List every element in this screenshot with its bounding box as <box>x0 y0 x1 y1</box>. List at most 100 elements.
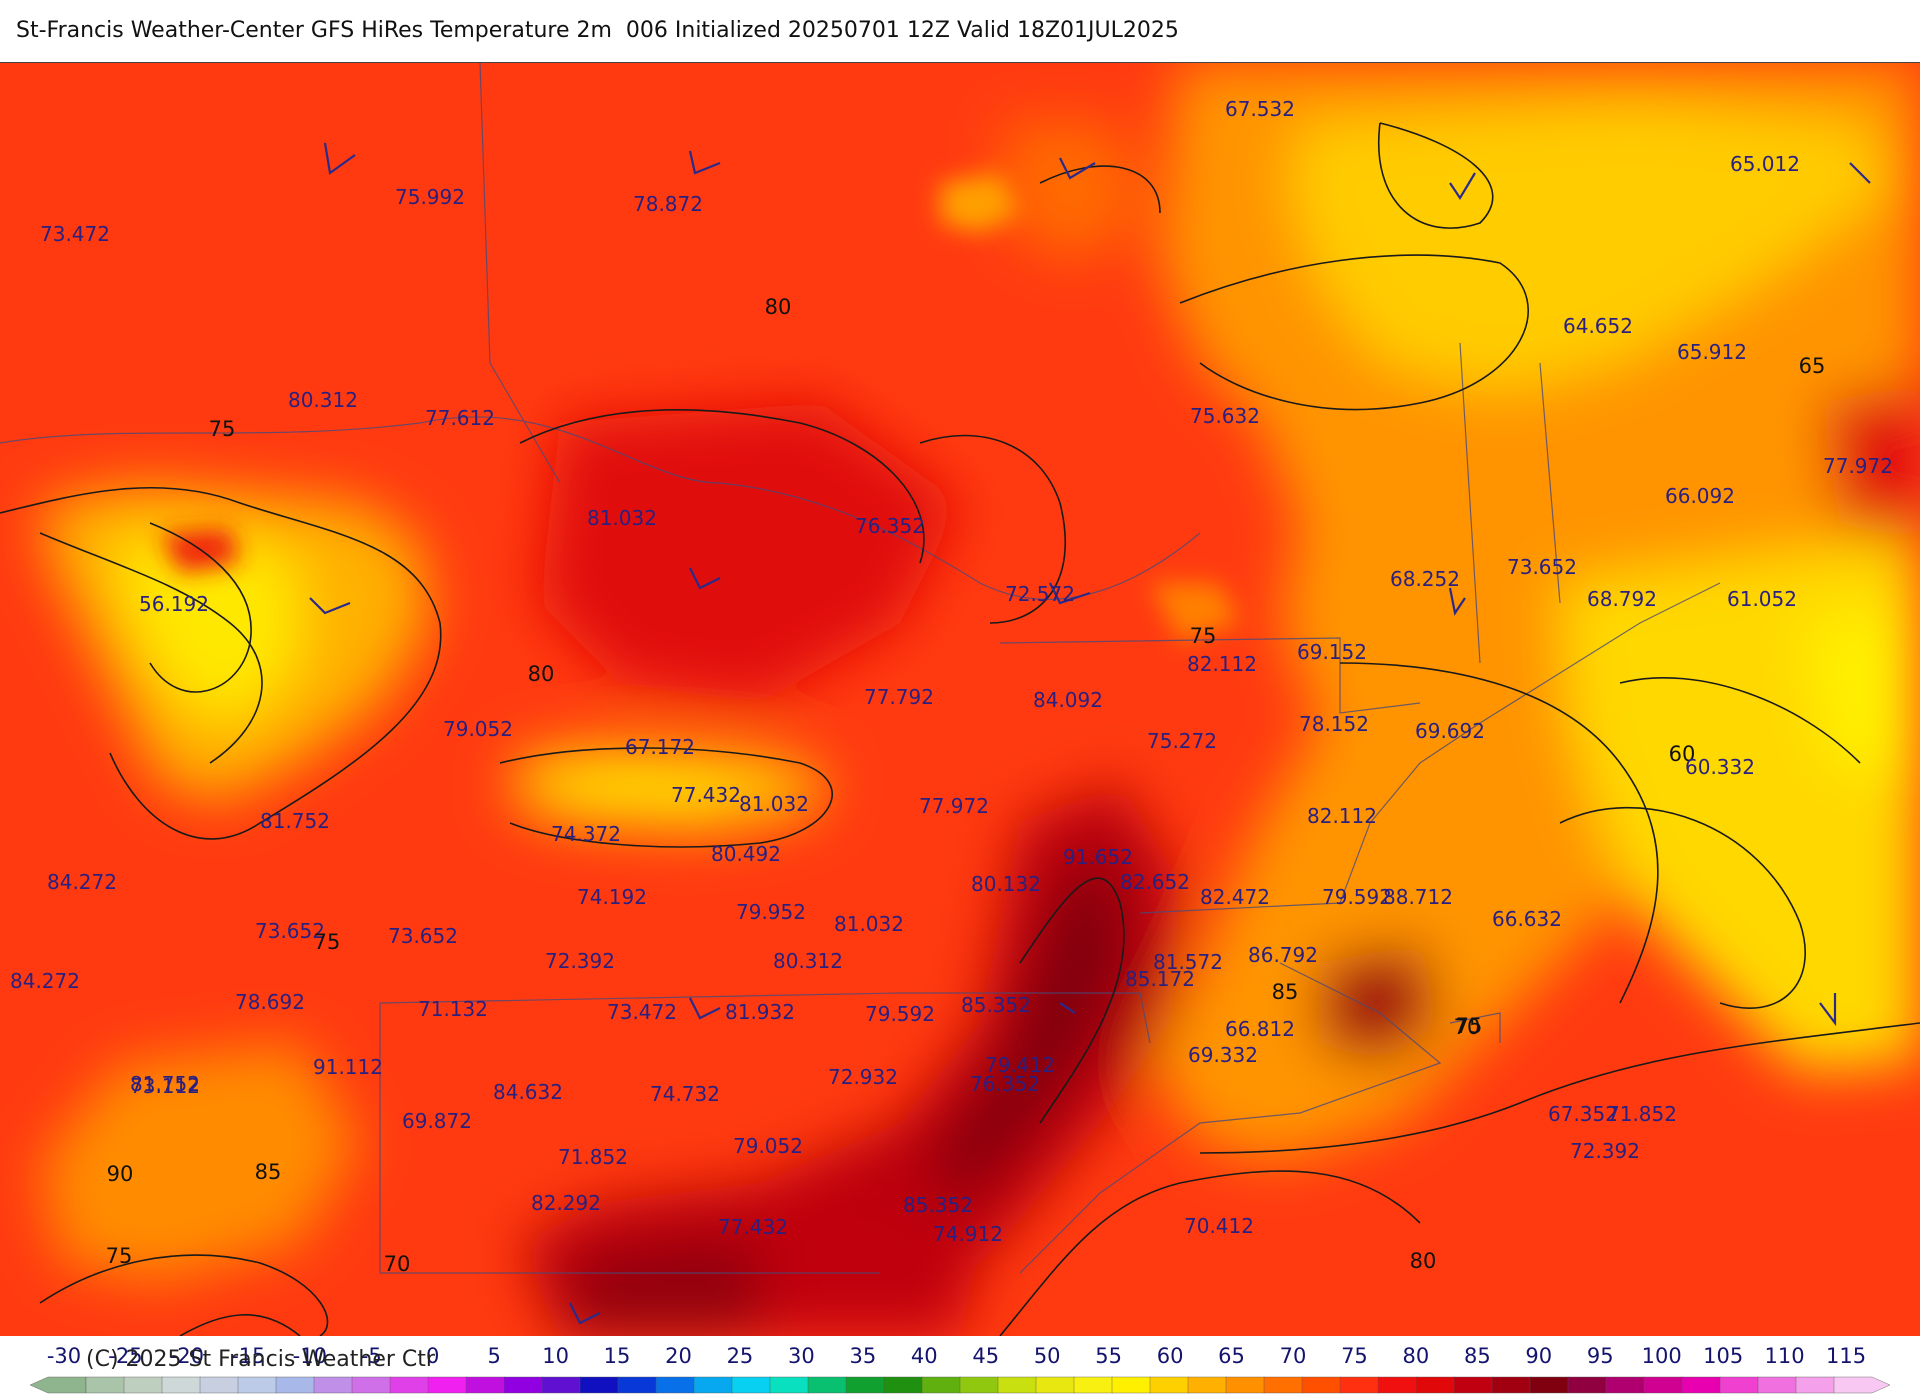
colorbar-bin <box>1035 1376 1075 1394</box>
grid-value-label: 71.852 <box>1607 1102 1677 1126</box>
grid-value-label: 78.872 <box>633 192 703 216</box>
grid-value-label: 77.612 <box>425 406 495 430</box>
grid-value-label: 74.912 <box>933 1222 1003 1246</box>
grid-value-label: 82.292 <box>531 1191 601 1215</box>
grid-value-label: 81.032 <box>739 792 809 816</box>
grid-value-label: 88.712 <box>1383 885 1453 909</box>
colorbar-bin <box>1833 1376 1890 1394</box>
grid-value-label: 66.092 <box>1665 484 1735 508</box>
map-labels: 73.472 75.992 78.872 67.532 65.012 80 64.652 65… <box>10 97 1893 1276</box>
colorbar-bin <box>1643 1376 1683 1394</box>
grid-value-label: 79.412 <box>985 1053 1055 1077</box>
grid-value-label: 84.632 <box>493 1080 563 1104</box>
grid-value-label: 67.352 <box>1548 1102 1618 1126</box>
grid-value-label: 91.652 <box>1063 845 1133 869</box>
grid-value-label: 56.192 <box>139 592 209 616</box>
colorbar-tick-label: 70 <box>1279 1344 1307 1368</box>
grid-value-label: 69.332 <box>1188 1043 1258 1067</box>
colorbar-bin <box>1795 1376 1835 1394</box>
colorbar-bin <box>389 1376 429 1394</box>
colorbar-tick-label: 85 <box>1463 1344 1491 1368</box>
colorbar-ticks: -30 -25 -20 -15 -10 -5 0 5 10 15 20 25 30 35 40 45 50 55 6… <box>0 1344 1920 1370</box>
grid-value-label: 81.932 <box>725 1000 795 1024</box>
colorbar-tick-label: 0 <box>426 1344 440 1368</box>
colorbar-bin <box>161 1376 201 1394</box>
colorbar-tick-label: 55 <box>1095 1344 1123 1368</box>
colorbar-bin <box>541 1376 581 1394</box>
contour-label: 75 <box>1456 1014 1483 1038</box>
grid-value-label: 80.312 <box>773 949 843 973</box>
grid-value-label: 77.972 <box>919 794 989 818</box>
colorbar-bin <box>1339 1376 1379 1394</box>
grid-value-label: 61.052 <box>1727 587 1797 611</box>
colorbar-bin <box>959 1376 999 1394</box>
grid-value-label: 85.172 <box>1125 967 1195 991</box>
grid-value-label: 60.332 <box>1685 755 1755 779</box>
contour-label: 75 <box>106 1244 133 1268</box>
grid-value-label: 73.472 <box>40 222 110 246</box>
colorbar-bin <box>845 1376 885 1394</box>
grid-value-label: 82.652 <box>1120 870 1190 894</box>
contour-label: 80 <box>765 295 792 319</box>
grid-value-label: 80.132 <box>971 872 1041 896</box>
colorbar-bin <box>1491 1376 1531 1394</box>
grid-value-label: 73.112 <box>130 1074 200 1098</box>
grid-value-label: 71.132 <box>418 997 488 1021</box>
grid-value-label: 66.632 <box>1492 907 1562 931</box>
colorbar-tick-label: 5 <box>487 1344 501 1368</box>
colorbar-bin <box>199 1376 239 1394</box>
contour-label: 75 <box>209 417 236 441</box>
grid-value-label: 72.932 <box>828 1065 898 1089</box>
colorbar-tick-label: 105 <box>1703 1344 1744 1368</box>
colorbar-tick-label: 20 <box>665 1344 692 1368</box>
colorbar-bin <box>1529 1376 1569 1394</box>
grid-value-label: 82.112 <box>1187 652 1257 676</box>
colorbar-bin <box>1605 1376 1645 1394</box>
colorbar-tick-label: 35 <box>849 1344 877 1368</box>
colorbar-bin <box>1073 1376 1113 1394</box>
grid-value-label: 66.812 <box>1225 1017 1295 1041</box>
grid-value-label: 79.952 <box>736 900 806 924</box>
colorbar-bin <box>769 1376 809 1394</box>
colorbar-bin <box>351 1376 391 1394</box>
grid-value-label: 77.432 <box>671 783 741 807</box>
colorbar-tick-label: 10 <box>542 1344 569 1368</box>
isotherm-contours <box>0 122 1920 1336</box>
grid-value-label: 79.052 <box>733 1134 803 1158</box>
grid-value-label: 64.652 <box>1563 314 1633 338</box>
grid-value-label: 74.372 <box>551 822 621 846</box>
grid-value-label: 69.872 <box>402 1109 472 1133</box>
grid-value-label: 69.692 <box>1415 719 1485 743</box>
colorbar-bin <box>1111 1376 1151 1394</box>
colorbar-bin <box>617 1376 657 1394</box>
contour-label: 60 <box>1669 742 1696 766</box>
colorbar-bin <box>921 1376 961 1394</box>
grid-value-label: 84.272 <box>47 870 117 894</box>
colorbar-bin <box>693 1376 733 1394</box>
colorbar-bin <box>579 1376 619 1394</box>
colorbar-tick-label: -30 <box>46 1344 82 1368</box>
colorbar-bin <box>1453 1376 1493 1394</box>
grid-value-label: 78.152 <box>1299 712 1369 736</box>
colorbar-tick-label: -10 <box>292 1344 327 1368</box>
contour-label: 90 <box>107 1162 134 1186</box>
boundary-lines <box>0 63 1721 1274</box>
grid-value-label: 91.112 <box>313 1055 383 1079</box>
grid-value-label: 75.272 <box>1147 729 1217 753</box>
grid-value-label: 73.652 <box>255 919 325 943</box>
grid-value-label: 73.652 <box>388 924 458 948</box>
colorbar <box>30 1376 1890 1394</box>
grid-value-label: 81.752 <box>260 809 330 833</box>
colorbar-tick-label: 100 <box>1641 1344 1682 1368</box>
colorbar-tick-label: -25 <box>108 1344 143 1368</box>
grid-value-label: 82.112 <box>1307 804 1377 828</box>
colorbar-bin <box>655 1376 695 1394</box>
grid-value-label: 67.172 <box>625 735 695 759</box>
grid-value-label: 69.152 <box>1297 640 1367 664</box>
colorbar-bin <box>1377 1376 1417 1394</box>
grid-value-label: 76.352 <box>970 1072 1040 1096</box>
grid-value-label: 77.792 <box>864 685 934 709</box>
colorbar-bin <box>1149 1376 1189 1394</box>
grid-value-label: 71.852 <box>558 1145 628 1169</box>
temperature-detail <box>160 173 1240 643</box>
